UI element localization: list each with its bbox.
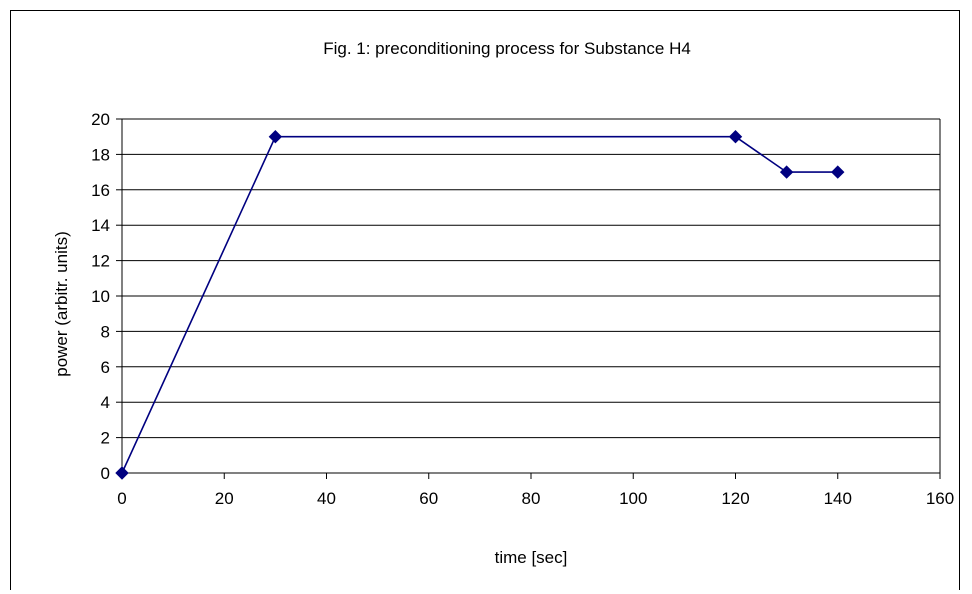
x-tick-label-0: 0: [117, 489, 126, 508]
y-tick-label-1: 2: [101, 429, 110, 448]
y-tick-label-9: 18: [91, 145, 110, 164]
y-tick-label-8: 16: [91, 181, 110, 200]
x-tick-label-1: 20: [215, 489, 234, 508]
chart-frame: Fig. 1: preconditioning process for Subs…: [10, 10, 960, 590]
data-point-0-3: [779, 165, 794, 179]
y-tick-label-10: 20: [91, 110, 110, 129]
plot-area: 0 2 4 6 8 10 12 14 16 18 20 0 20 40 60 80 100 120 140 160: [91, 110, 954, 508]
series-line-0: [121, 135, 838, 474]
data-point-0-2: [728, 129, 743, 144]
x-tick-label-2: 40: [317, 489, 336, 508]
y-tick-label-0: 0: [101, 464, 110, 483]
y-tick-label-5: 10: [91, 287, 110, 306]
x-tick-label-7: 140: [824, 489, 852, 508]
data-point-0-0: [115, 466, 129, 480]
chart-title: Fig. 1: preconditioning process for Subs…: [323, 39, 691, 58]
data-point-0-1: [268, 129, 283, 144]
chart-svg: Fig. 1: preconditioning process for Subs…: [52, 39, 954, 567]
y-tick-label-7: 14: [91, 216, 110, 235]
y-tick-label-2: 4: [101, 393, 110, 412]
x-tick-label-3: 60: [419, 489, 438, 508]
x-tick-label-4: 80: [522, 489, 541, 508]
y-tick-label-3: 6: [101, 358, 110, 377]
y-tick-label-4: 8: [101, 322, 110, 341]
x-tick-label-8: 160: [926, 489, 954, 508]
x-axis-label: time [sec]: [495, 548, 568, 567]
x-tick-label-5: 100: [619, 489, 647, 508]
y-axis-label: power (arbitr. units): [52, 231, 71, 377]
y-tick-label-6: 12: [91, 252, 110, 271]
x-tick-label-6: 120: [721, 489, 749, 508]
data-point-0-4: [831, 165, 845, 179]
